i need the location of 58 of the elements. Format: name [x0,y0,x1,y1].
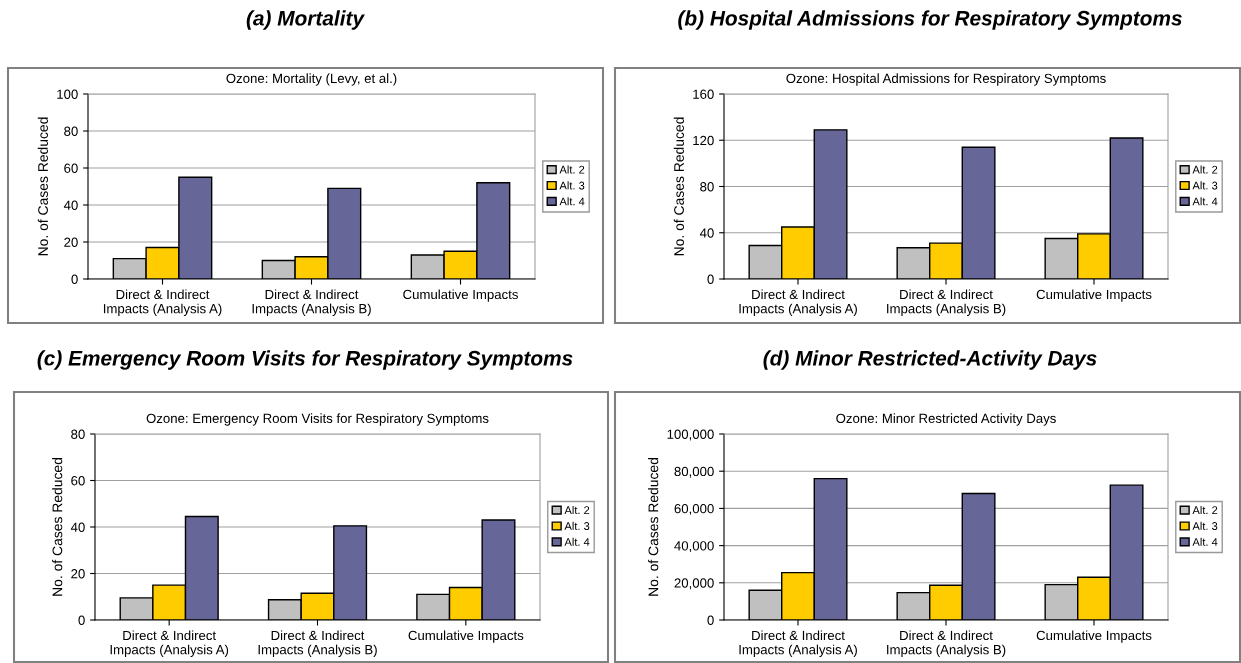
y-tick-label: 100,000 [667,429,714,441]
y-tick-label: 80 [71,429,85,439]
y-tick-label: 40 [63,200,78,210]
y-tick-label: 20 [64,237,78,247]
y-tick-label: 80 [64,126,78,136]
x-tick-label: Direct & Indirect Impacts (Analysis A) [103,289,222,316]
y-tick-label: 80 [700,182,714,192]
y-tick-label: 80,000 [674,466,714,478]
y-tick-label: 20 [71,569,85,579]
chart-title: (b) Hospital Admissions for Respiratory Symptoms [678,10,1182,30]
y-tick-label: 40 [699,228,714,238]
legend-label: Alt. 4 [564,537,590,546]
legend-label: Alt. 3 [564,521,590,530]
y-tick-label: 20,000 [674,578,714,590]
y-tick-label: 120 [693,135,714,146]
y-tick-label: 0 [707,615,714,625]
legend-label: Alt. 4 [1192,197,1218,206]
x-tick-label: Cumulative Impacts [1036,630,1152,643]
y-tick-label: 160 [693,89,714,99]
chart-subtitle: Ozone: Emergency Room Visits for Respiratory Symptoms [146,413,489,426]
y-axis-title: No. of Cases Reduced [37,117,48,256]
x-tick-label: Direct & Indirect Impacts (Analysis B) [252,289,371,316]
legend-label: Alt. 3 [1192,181,1218,190]
y-tick-label: 0 [71,274,78,284]
chart-title: (d) Minor Restricted-Activity Days [763,350,1097,370]
x-tick-label: Direct & Indirect Impacts (Analysis A) [110,630,229,657]
y-tick-label: 40 [70,522,85,532]
legend-label: Alt. 2 [1192,505,1218,515]
legend-label: Alt. 2 [1192,165,1218,174]
y-tick-label: 60 [64,163,78,173]
chart-subtitle: Ozone: Mortality (Levy, et al.) [226,73,397,86]
y-axis-title: No. of Cases Reduced [673,117,684,256]
x-tick-label: Direct & Indirect Impacts (Analysis B) [887,289,1006,316]
chart-subtitle: Ozone: Hospital Admissions for Respiratory Symptoms [786,73,1106,86]
y-axis-title: No. of Cases Reduced [52,458,63,596]
y-axis-title: No. of Cases Reduced [648,458,659,596]
legend-label: Alt. 2 [559,165,585,174]
x-tick-label: Cumulative Impacts [403,289,518,302]
x-tick-label: Cumulative Impacts [408,630,524,643]
y-tick-label: 0 [707,274,714,284]
y-tick-label: 40,000 [674,541,714,553]
legend-label: Alt. 3 [559,181,585,190]
chart-title: (c) Emergency Room Visits for Respiratory Symptoms [37,350,573,370]
legend-label: Alt. 4 [559,197,585,206]
x-tick-label: Direct & Indirect Impacts (Analysis A) [739,630,857,657]
x-tick-label: Direct & Indirect Impacts (Analysis A) [739,289,857,316]
x-tick-label: Cumulative Impacts [1036,289,1152,302]
legend-label: Alt. 3 [1192,521,1218,530]
chart-title: (a) Mortality [246,10,365,30]
y-tick-label: 100 [57,89,78,99]
legend-label: Alt. 2 [564,505,590,515]
chart-subtitle: Ozone: Minor Restricted Activity Days [836,413,1056,426]
x-tick-label: Direct & Indirect Impacts (Analysis B) [887,630,1006,657]
x-tick-label: Direct & Indirect Impacts (Analysis B) [258,630,377,657]
legend-label: Alt. 4 [1192,537,1218,546]
y-tick-label: 60,000 [674,503,714,515]
y-tick-label: 0 [78,615,85,625]
y-tick-label: 60 [71,476,85,486]
